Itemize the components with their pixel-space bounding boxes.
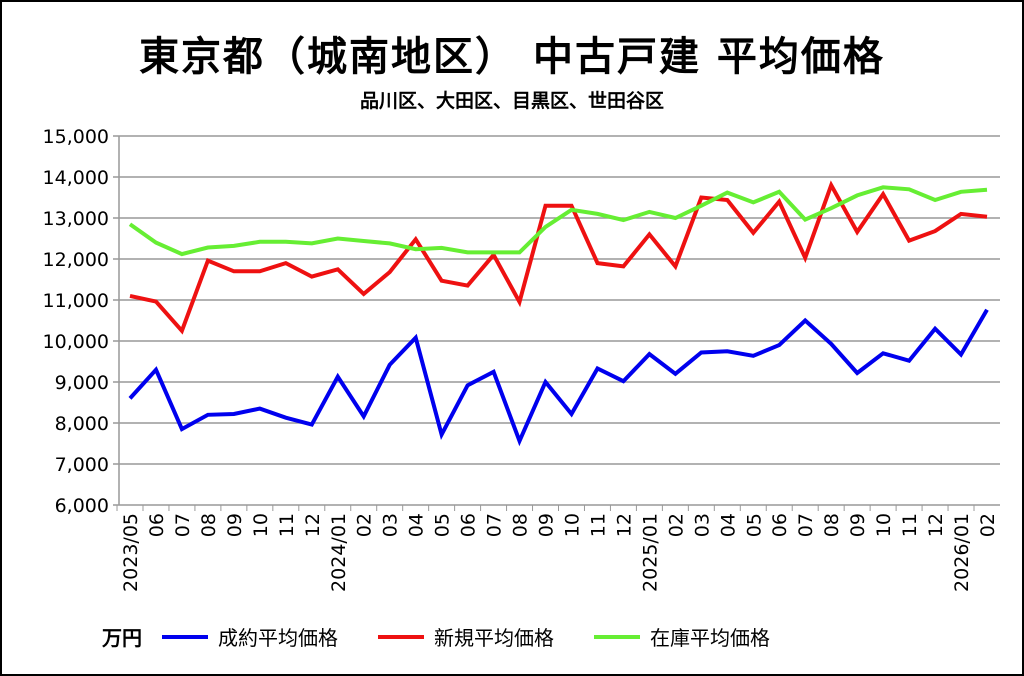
x-tick-label: 05 [432,513,454,537]
x-tick-label: 04 [406,513,428,537]
legend-item-new: 新規平均価格 [378,622,554,651]
x-tick-label: 02 [977,513,999,537]
x-tick-label: 08 [821,513,843,537]
x-tick-label: 04 [717,513,739,537]
x-tick-label: 10 [873,513,895,537]
x-tick-label: 06 [458,513,480,537]
legend-swatch [162,634,208,639]
x-tick-label: 03 [380,513,402,537]
x-tick-label: 11 [587,513,609,537]
x-tick-label: 10 [561,513,583,537]
x-tick-label: 03 [691,513,713,537]
y-tick-label: 8,000 [55,413,109,435]
x-tick-label: 11 [899,513,921,537]
y-tick-label: 9,000 [55,372,109,394]
x-tick-label: 07 [172,513,194,537]
x-tick-label: 2025/01 [639,513,661,592]
x-tick-label: 06 [769,513,791,537]
x-tick-label: 12 [925,513,947,537]
x-tick-label: 07 [484,513,506,537]
unit-label: 万円 [102,626,142,650]
x-tick-label: 12 [613,513,635,537]
chart-title: 東京都（城南地区） 中古戸建 平均価格 [139,34,885,80]
y-tick-label: 13,000 [43,208,109,230]
y-tick-label: 6,000 [55,495,109,517]
series-line-1 [128,308,989,447]
legend-swatch [594,634,640,639]
x-tick-label: 09 [847,513,869,537]
legend-item-stock: 在庫平均価格 [594,622,770,651]
series-line-2 [129,180,988,335]
y-tick-label: 12,000 [43,249,109,271]
legend-label: 在庫平均価格 [650,626,770,650]
x-tick-label: 08 [198,513,220,537]
y-tick-label: 15,000 [43,126,109,148]
x-tick-label: 02 [665,513,687,537]
y-tick-label: 14,000 [43,167,109,189]
y-tick-label: 7,000 [55,454,109,476]
legend-label: 新規平均価格 [434,626,554,650]
x-tick-label: 06 [146,513,168,537]
x-tick-label: 11 [276,513,298,537]
legend-label: 成約平均価格 [218,626,338,650]
x-tick-label: 2024/01 [328,513,350,592]
legend-item-contract: 成約平均価格 [162,622,338,651]
x-tick-label: 10 [250,513,272,537]
y-tick-label: 10,000 [43,331,109,353]
x-tick-label: 02 [354,513,376,537]
x-tick-label: 05 [743,513,765,537]
y-tick-label: 11,000 [43,290,109,312]
series-line-3 [128,185,988,257]
legend-swatch [378,634,424,639]
x-tick-label: 08 [510,513,532,537]
x-tick-label: 12 [302,513,324,537]
x-tick-label: 09 [536,513,558,537]
legend: 万円 成約平均価格 新規平均価格 在庫平均価格 [102,622,810,651]
x-tick-label: 2023/05 [120,513,142,592]
x-tick-label: 07 [795,513,817,537]
x-tick-label: 09 [224,513,246,537]
chart-subtitle: 品川区、大田区、目黒区、世田谷区 [359,90,664,112]
x-tick-label: 2026/01 [951,513,973,592]
